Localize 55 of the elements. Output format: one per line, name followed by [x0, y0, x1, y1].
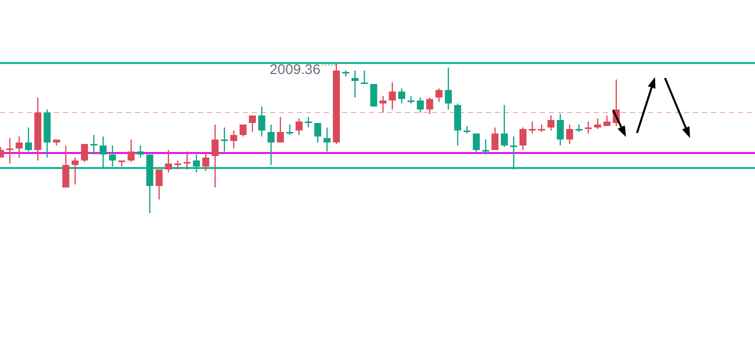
- candlestick: [528, 120, 536, 134]
- candlestick: [388, 82, 396, 110]
- candlestick: [72, 156, 79, 186]
- candlestick: [304, 116, 312, 128]
- candlestick: [16, 136, 23, 158]
- annotation: 2009.36: [270, 61, 321, 77]
- candlestick: [436, 88, 443, 103]
- candlestick: [482, 138, 490, 156]
- candlestick: [491, 126, 498, 151]
- candlestick: [136, 144, 144, 158]
- candlestick: [128, 138, 135, 163]
- candlestick: [258, 106, 266, 138]
- candlestick: [286, 124, 294, 136]
- candlestick: [174, 160, 182, 170]
- candlestick: [416, 96, 424, 114]
- candlestick: [426, 96, 434, 115]
- candlestick: [444, 66, 452, 110]
- candlestick: [80, 143, 88, 163]
- candlestick: [202, 152, 210, 172]
- candlestick: [212, 124, 219, 188]
- candlestick: [324, 126, 331, 152]
- candlestick: [556, 113, 564, 146]
- candlestick: [248, 114, 256, 133]
- candlestick: [472, 132, 480, 152]
- candlestick: [268, 124, 275, 166]
- candlestick: [510, 136, 518, 170]
- candlestick: [584, 120, 592, 134]
- candlestick: [184, 150, 191, 170]
- candlestick: [6, 137, 14, 164]
- candlestick: [352, 70, 359, 98]
- candlestick: [62, 144, 70, 188]
- candlestick: [500, 104, 508, 148]
- candlestick: [547, 114, 554, 132]
- candlestick: [164, 149, 172, 174]
- candlestick: [342, 70, 350, 78]
- candlestick: [314, 122, 322, 144]
- candlestick: [230, 130, 238, 150]
- candlestick: [156, 168, 163, 200]
- candlestick: [240, 124, 247, 138]
- candlestick: [519, 126, 526, 151]
- candlestick: [24, 126, 32, 152]
- candlestick: [360, 70, 368, 85]
- candlestick: [276, 116, 284, 144]
- candlestick: [398, 88, 406, 104]
- candlestick: [192, 154, 200, 174]
- candlestick: [90, 134, 98, 156]
- candlestick: [370, 84, 378, 106]
- candlestick: [594, 118, 602, 130]
- candlestick: [118, 160, 126, 168]
- candlestick: [100, 136, 107, 169]
- candlestick: [296, 118, 303, 136]
- candlestick: [108, 144, 116, 168]
- candlestick: [380, 95, 387, 114]
- candlestick: [220, 126, 228, 152]
- candlestick: [566, 124, 574, 145]
